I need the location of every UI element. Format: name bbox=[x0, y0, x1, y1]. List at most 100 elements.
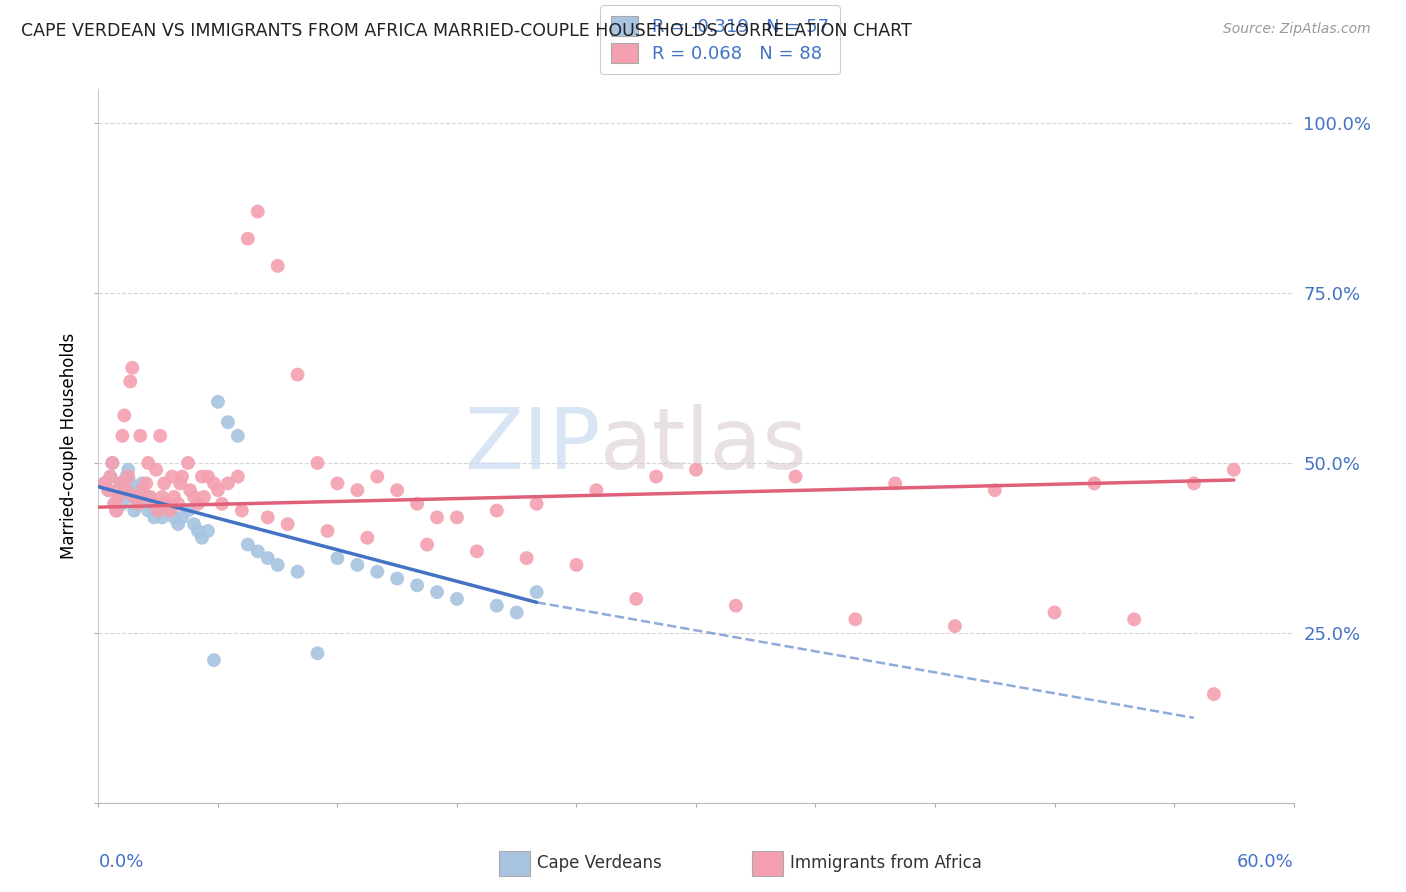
Point bbox=[506, 606, 529, 620]
Y-axis label: Married-couple Households: Married-couple Households bbox=[60, 333, 79, 559]
Point bbox=[236, 537, 259, 551]
Point bbox=[485, 599, 508, 613]
Point bbox=[124, 490, 146, 504]
Point bbox=[134, 490, 156, 504]
Point bbox=[136, 456, 159, 470]
Point bbox=[326, 551, 349, 566]
Point bbox=[145, 463, 167, 477]
Point bbox=[167, 497, 190, 511]
Point bbox=[111, 429, 134, 443]
Point bbox=[124, 503, 146, 517]
Point bbox=[1202, 687, 1225, 701]
Point bbox=[267, 558, 290, 572]
Point bbox=[120, 375, 142, 389]
Point bbox=[179, 483, 201, 498]
Point bbox=[169, 476, 191, 491]
Point bbox=[127, 497, 149, 511]
Point bbox=[103, 497, 125, 511]
Point bbox=[724, 599, 747, 613]
Point bbox=[785, 469, 807, 483]
Point bbox=[129, 483, 152, 498]
Point bbox=[121, 490, 143, 504]
Point bbox=[426, 510, 449, 524]
Point bbox=[645, 469, 668, 483]
Text: Immigrants from Africa: Immigrants from Africa bbox=[790, 855, 981, 872]
Point bbox=[155, 497, 177, 511]
Point bbox=[565, 558, 588, 572]
Point bbox=[446, 591, 468, 606]
Text: 60.0%: 60.0% bbox=[1237, 853, 1294, 871]
Point bbox=[163, 490, 186, 504]
Text: Cape Verdeans: Cape Verdeans bbox=[537, 855, 662, 872]
Point bbox=[105, 503, 128, 517]
Point bbox=[197, 524, 219, 538]
Point bbox=[202, 476, 225, 491]
Text: 0.0%: 0.0% bbox=[98, 853, 143, 871]
Point bbox=[98, 469, 122, 483]
Point bbox=[120, 476, 142, 491]
Point bbox=[406, 578, 429, 592]
Point bbox=[187, 497, 209, 511]
Point bbox=[207, 394, 229, 409]
Point bbox=[93, 476, 115, 491]
Point bbox=[148, 503, 170, 517]
Point bbox=[121, 360, 143, 375]
Point bbox=[160, 469, 183, 483]
Point bbox=[135, 476, 157, 491]
Point bbox=[307, 456, 329, 470]
Point bbox=[1083, 476, 1105, 491]
Point bbox=[406, 497, 429, 511]
Point bbox=[884, 476, 907, 491]
Point bbox=[346, 558, 368, 572]
Point bbox=[149, 429, 172, 443]
Point bbox=[110, 476, 132, 491]
Point bbox=[246, 204, 269, 219]
Point bbox=[98, 469, 122, 483]
Point bbox=[516, 551, 538, 566]
Point bbox=[465, 544, 488, 558]
Point bbox=[127, 497, 149, 511]
Point bbox=[287, 565, 309, 579]
Point bbox=[101, 456, 124, 470]
Point bbox=[167, 517, 190, 532]
Point bbox=[366, 565, 388, 579]
Point bbox=[526, 585, 548, 599]
Point bbox=[267, 259, 290, 273]
Point bbox=[183, 490, 205, 504]
Point bbox=[211, 497, 233, 511]
Point bbox=[150, 490, 173, 504]
Point bbox=[177, 503, 200, 517]
Point bbox=[236, 232, 259, 246]
Point bbox=[105, 503, 128, 517]
Point bbox=[446, 510, 468, 524]
Point bbox=[115, 469, 138, 483]
Point bbox=[131, 483, 153, 498]
Point bbox=[191, 531, 214, 545]
Point bbox=[416, 537, 439, 551]
Point bbox=[202, 653, 225, 667]
Point bbox=[148, 503, 170, 517]
Point bbox=[125, 490, 148, 504]
Point bbox=[1123, 612, 1146, 626]
Point bbox=[426, 585, 449, 599]
Text: ZIP: ZIP bbox=[464, 404, 600, 488]
Point bbox=[256, 510, 278, 524]
Point bbox=[150, 510, 173, 524]
Point bbox=[143, 510, 166, 524]
Point bbox=[129, 429, 152, 443]
Point bbox=[217, 415, 239, 429]
Point bbox=[526, 497, 548, 511]
Point bbox=[139, 490, 162, 504]
Text: CAPE VERDEAN VS IMMIGRANTS FROM AFRICA MARRIED-COUPLE HOUSEHOLDS CORRELATION CHA: CAPE VERDEAN VS IMMIGRANTS FROM AFRICA M… bbox=[21, 22, 912, 40]
Point bbox=[115, 483, 138, 498]
Point bbox=[183, 517, 205, 532]
Point bbox=[107, 490, 129, 504]
Point bbox=[155, 497, 177, 511]
Point bbox=[112, 483, 135, 498]
Point bbox=[1223, 463, 1246, 477]
Point bbox=[141, 497, 163, 511]
Point bbox=[277, 517, 299, 532]
Point bbox=[193, 490, 215, 504]
Point bbox=[385, 483, 409, 498]
Point bbox=[943, 619, 966, 633]
